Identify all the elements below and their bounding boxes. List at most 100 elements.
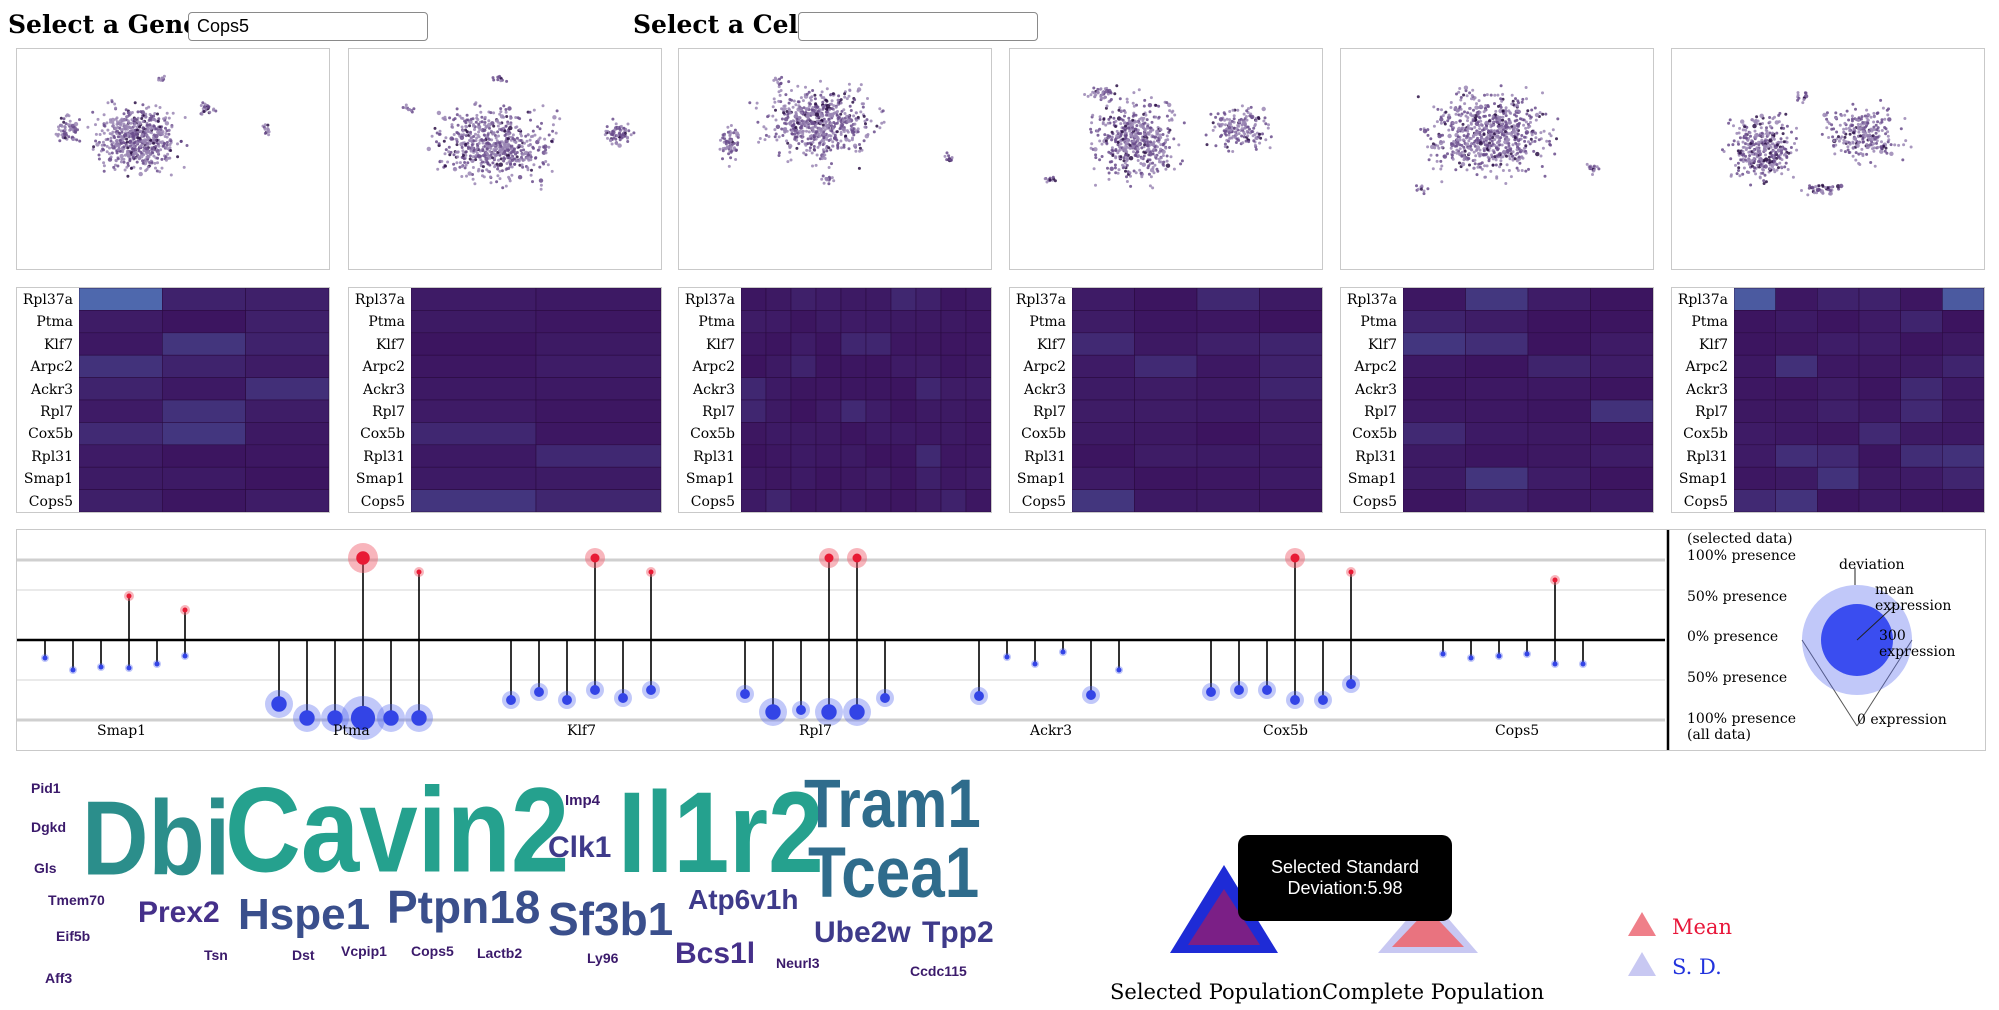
cell-select-input[interactable] bbox=[798, 12, 1038, 41]
heatmap-cell bbox=[1590, 354, 1653, 378]
heatmap-cell bbox=[1403, 332, 1466, 356]
cloud-word[interactable]: Tpp2 bbox=[922, 916, 994, 949]
heatmap-cell bbox=[1527, 489, 1591, 512]
up-mean-circle bbox=[1552, 577, 1558, 583]
heatmap-4[interactable]: Rpl37a Ptma Klf7 Arpc2 Ackr3 Rpl7 Cox5b Rpl31 Sm… bbox=[1009, 287, 1323, 513]
heatmap-row-label: Klf7 bbox=[375, 336, 405, 353]
heatmap-row-label: Rpl7 bbox=[1695, 404, 1728, 420]
heatmap-cell bbox=[411, 422, 537, 446]
heatmap-cell bbox=[1942, 377, 1984, 401]
heatmap-cell bbox=[79, 444, 163, 468]
cloud-word[interactable]: Cavin2 bbox=[225, 763, 570, 898]
cloud-word[interactable]: Cops5 bbox=[411, 943, 454, 959]
heatmap-cell bbox=[815, 399, 842, 423]
heatmap-cell bbox=[790, 288, 817, 311]
cloud-word[interactable]: Eif5b bbox=[56, 928, 91, 944]
up-mean-circle bbox=[1348, 569, 1354, 575]
cloud-word[interactable]: Clk1 bbox=[548, 831, 612, 864]
cloud-word[interactable]: Pid1 bbox=[31, 780, 61, 796]
cloud-word[interactable]: Neurl3 bbox=[776, 955, 820, 971]
cloud-word[interactable]: Hspe1 bbox=[238, 890, 371, 939]
heatmap-3[interactable]: Rpl37a Ptma Klf7 Arpc2 Ackr3 Rpl7 Cox5b Rpl31 Sm… bbox=[678, 287, 992, 513]
scatter-plot-4[interactable] bbox=[1009, 48, 1323, 270]
cloud-word[interactable]: Vcpip1 bbox=[341, 943, 387, 959]
heatmap-cell bbox=[1403, 288, 1466, 311]
tooltip-line1: Selected Standard bbox=[1270, 857, 1420, 877]
heatmap-row-label: Arpc2 bbox=[692, 359, 735, 376]
heatmap-2[interactable]: Rpl37a Ptma Klf7 Arpc2 Ackr3 Rpl7 Cox5b Rpl31 Sm… bbox=[348, 287, 662, 513]
cloud-word[interactable]: Bcs1l bbox=[675, 937, 756, 970]
cloud-word[interactable]: Tcea1 bbox=[808, 833, 980, 914]
cloud-word[interactable]: Il1r2 bbox=[618, 768, 824, 898]
population-triangles bbox=[1170, 865, 1478, 953]
heatmap-cell bbox=[245, 288, 329, 311]
heatmap-cell bbox=[1134, 422, 1198, 446]
heatmap-cell bbox=[1775, 332, 1818, 356]
heatmap-cell bbox=[162, 310, 246, 334]
group-label-klf7: Klf7 bbox=[567, 723, 597, 739]
heatmap-cell bbox=[1942, 422, 1984, 446]
cloud-word[interactable]: Gls bbox=[34, 860, 57, 876]
heatmap-cell bbox=[1900, 422, 1943, 446]
cloud-word[interactable]: Lactb2 bbox=[477, 945, 523, 961]
cloud-word[interactable]: Tmem70 bbox=[48, 892, 105, 908]
heatmap-row-label: Ackr3 bbox=[30, 381, 73, 398]
heatmap-row-label: Klf7 bbox=[43, 336, 73, 353]
heatmap-5[interactable]: Rpl37a Ptma Klf7 Arpc2 Ackr3 Rpl7 Cox5b Rpl31 Sm… bbox=[1340, 287, 1654, 513]
cloud-word[interactable]: Ccdc115 bbox=[910, 963, 967, 979]
heatmap-cell bbox=[1527, 377, 1591, 401]
heatmap-1[interactable]: Rpl37a Ptma Klf7 Arpc2 Ackr3 Rpl7 Cox5b Rpl31 Sm… bbox=[16, 287, 330, 513]
heatmap-cell bbox=[790, 422, 817, 446]
heatmap-cell bbox=[79, 354, 163, 378]
cloud-word[interactable]: Atp6v1h bbox=[688, 884, 799, 915]
group-label-rpl7: Rpl7 bbox=[799, 723, 832, 739]
heatmap-cell bbox=[1196, 377, 1260, 401]
cloud-word[interactable]: Ube2w bbox=[814, 916, 911, 949]
scatter-plot-1[interactable] bbox=[16, 48, 330, 270]
cloud-word[interactable]: Tram1 bbox=[804, 764, 981, 842]
heatmap-cell bbox=[741, 444, 767, 468]
scatter-plot-6[interactable] bbox=[1671, 48, 1985, 270]
cloud-word[interactable]: Sf3b1 bbox=[548, 893, 674, 945]
cloud-word[interactable]: Prex2 bbox=[138, 896, 220, 929]
sd-tooltip: Selected Standard Deviation:5.98 bbox=[1238, 835, 1452, 921]
heatmap-cell bbox=[1259, 466, 1322, 490]
heatmap-cell bbox=[1590, 466, 1653, 490]
scatter-plot-2[interactable] bbox=[348, 48, 662, 270]
heatmap-cell bbox=[790, 354, 817, 378]
heatmap-cell bbox=[1259, 288, 1322, 311]
cloud-word[interactable]: Dst bbox=[292, 947, 315, 963]
heatmap-cell bbox=[790, 489, 817, 512]
heatmap-cell bbox=[1942, 310, 1984, 334]
heatmap-cell bbox=[1072, 354, 1135, 378]
cloud-word[interactable]: Aff3 bbox=[45, 970, 73, 986]
heatmap-cell bbox=[1900, 466, 1943, 490]
heatmap-cell bbox=[79, 377, 163, 401]
heatmap-cell bbox=[1465, 310, 1529, 334]
heatmap-cell bbox=[1072, 377, 1135, 401]
heatmap-cell bbox=[1465, 377, 1529, 401]
heatmap-6[interactable]: Rpl37a Ptma Klf7 Arpc2 Ackr3 Rpl7 Cox5b Rpl31 Sm… bbox=[1671, 287, 1985, 513]
heatmap-cell bbox=[915, 444, 942, 468]
cloud-word[interactable]: Ly96 bbox=[587, 950, 619, 966]
up-mean-circle bbox=[416, 569, 422, 575]
heatmap-cell bbox=[1775, 444, 1818, 468]
scatter-plot-3[interactable] bbox=[678, 48, 992, 270]
heatmap-cell bbox=[411, 288, 537, 311]
cloud-word[interactable]: Dbi bbox=[82, 780, 231, 898]
cloud-word[interactable]: Dgkd bbox=[31, 819, 66, 835]
heatmap-cell bbox=[1900, 399, 1943, 423]
cloud-word[interactable]: Ptpn18 bbox=[387, 881, 541, 933]
selected-population-label: Selected Population bbox=[1110, 980, 1323, 1004]
heatmap-cell bbox=[162, 444, 246, 468]
gene-select-input[interactable] bbox=[188, 12, 428, 41]
group-label-ackr3: Ackr3 bbox=[1030, 723, 1073, 739]
cloud-word[interactable]: Imp4 bbox=[565, 792, 601, 809]
cell-select-label: Select a Cell: bbox=[633, 10, 817, 39]
heatmap-cell bbox=[840, 489, 867, 512]
heatmap-cell bbox=[1259, 332, 1322, 356]
heatmap-cell bbox=[1817, 310, 1860, 334]
cloud-word[interactable]: Tsn bbox=[204, 947, 228, 963]
heatmap-cell bbox=[1527, 399, 1591, 423]
scatter-plot-5[interactable] bbox=[1340, 48, 1654, 270]
